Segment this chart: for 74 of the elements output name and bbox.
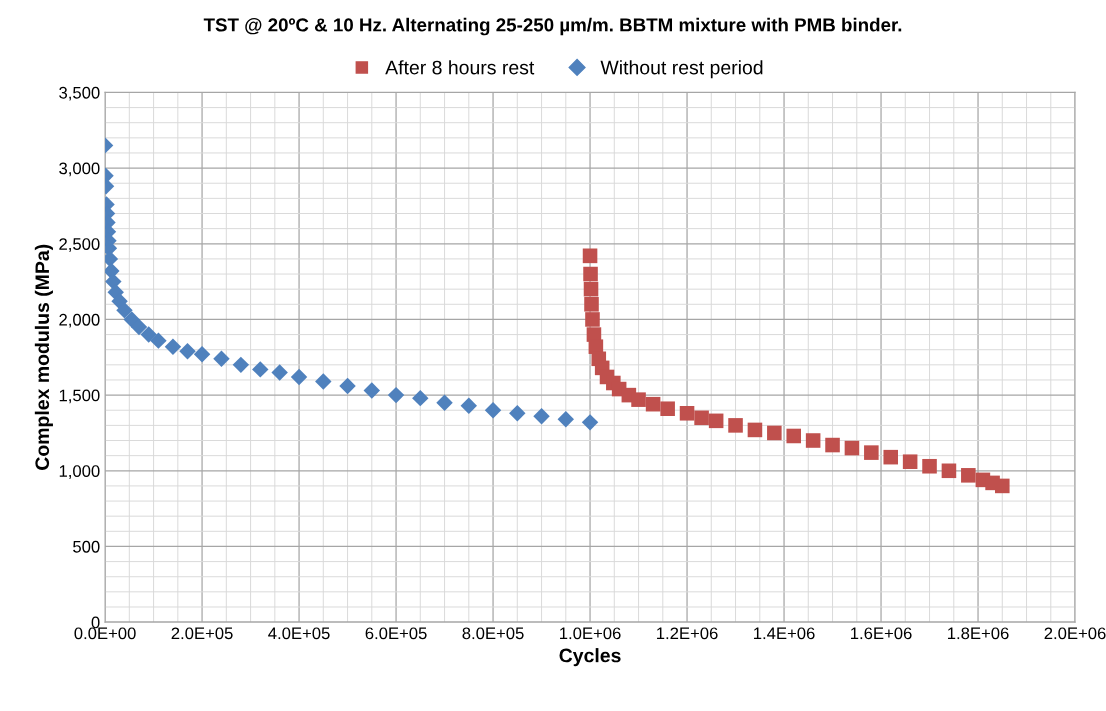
point <box>105 262 120 280</box>
x-tick-label: 2.0E+06 <box>1044 627 1106 640</box>
point <box>995 478 1010 494</box>
point <box>164 338 182 355</box>
point <box>140 326 157 343</box>
point <box>941 463 957 479</box>
point <box>902 454 918 469</box>
chart-title: TST @ 20ºC & 10 Hz. Alternating 25-250 µm/m. BBTM mixture with PMB binder. <box>203 17 902 36</box>
point <box>116 302 133 319</box>
y-tick-label: 2,500 <box>59 238 100 252</box>
point <box>747 422 763 438</box>
point <box>883 449 899 465</box>
y-axis-title: Complex modulus (MPa) <box>34 244 53 470</box>
point <box>825 437 840 453</box>
legend-label: Without rest period <box>600 60 763 79</box>
y-tick-label: 1,500 <box>59 389 100 404</box>
point <box>460 397 478 414</box>
point <box>290 368 308 386</box>
point <box>631 392 646 407</box>
point <box>805 433 821 448</box>
point <box>213 350 230 368</box>
y-tick-label: 0 <box>91 616 100 629</box>
point <box>583 266 598 282</box>
point <box>179 343 196 360</box>
x-axis-title: Cycles <box>559 648 621 667</box>
x-tick-label: 4.0E+05 <box>268 627 330 640</box>
point <box>387 386 405 404</box>
x-tick-label: 6.0E+05 <box>365 627 427 640</box>
point <box>708 413 724 429</box>
point <box>412 389 429 407</box>
point <box>533 408 550 425</box>
point <box>252 361 269 378</box>
x-tick-label: 1.4E+06 <box>754 627 815 640</box>
x-tick-label: 2.0E+05 <box>171 627 233 640</box>
point <box>582 248 598 264</box>
point <box>363 382 381 399</box>
point <box>645 396 661 412</box>
point <box>232 356 250 374</box>
y-tick-label: 500 <box>73 540 100 553</box>
y-tick-label: 2,000 <box>59 313 100 328</box>
point <box>679 405 695 421</box>
point <box>864 445 879 460</box>
point <box>922 458 937 474</box>
point <box>339 377 356 395</box>
point <box>509 405 526 422</box>
y-tick-label: 3,500 <box>59 86 100 101</box>
x-tick-label: 1.2E+06 <box>657 627 718 640</box>
point <box>767 425 782 441</box>
point <box>694 410 709 426</box>
x-tick-label: 1.0E+06 <box>560 627 621 640</box>
point <box>583 281 599 297</box>
legend-label: After 8 hours rest <box>385 60 535 75</box>
point <box>315 373 332 390</box>
point <box>961 468 976 483</box>
point <box>484 402 502 419</box>
point <box>557 411 575 428</box>
point <box>584 297 599 312</box>
point <box>436 394 453 411</box>
point <box>660 401 675 417</box>
point <box>786 428 802 444</box>
point <box>271 364 288 381</box>
point <box>728 418 743 433</box>
point <box>130 318 148 336</box>
x-tick-label: 0.0E+00 <box>74 627 136 640</box>
x-tick-label: 1.8E+06 <box>948 627 1009 640</box>
x-tick-label: 8.0E+05 <box>462 627 524 640</box>
y-tick-label: 3,000 <box>59 162 100 177</box>
point <box>581 414 599 431</box>
x-tick-label: 1.6E+06 <box>851 627 912 640</box>
y-tick-label: 1,000 <box>59 465 100 479</box>
point <box>193 346 211 363</box>
point <box>844 440 860 456</box>
point <box>585 312 600 327</box>
point <box>150 332 167 349</box>
